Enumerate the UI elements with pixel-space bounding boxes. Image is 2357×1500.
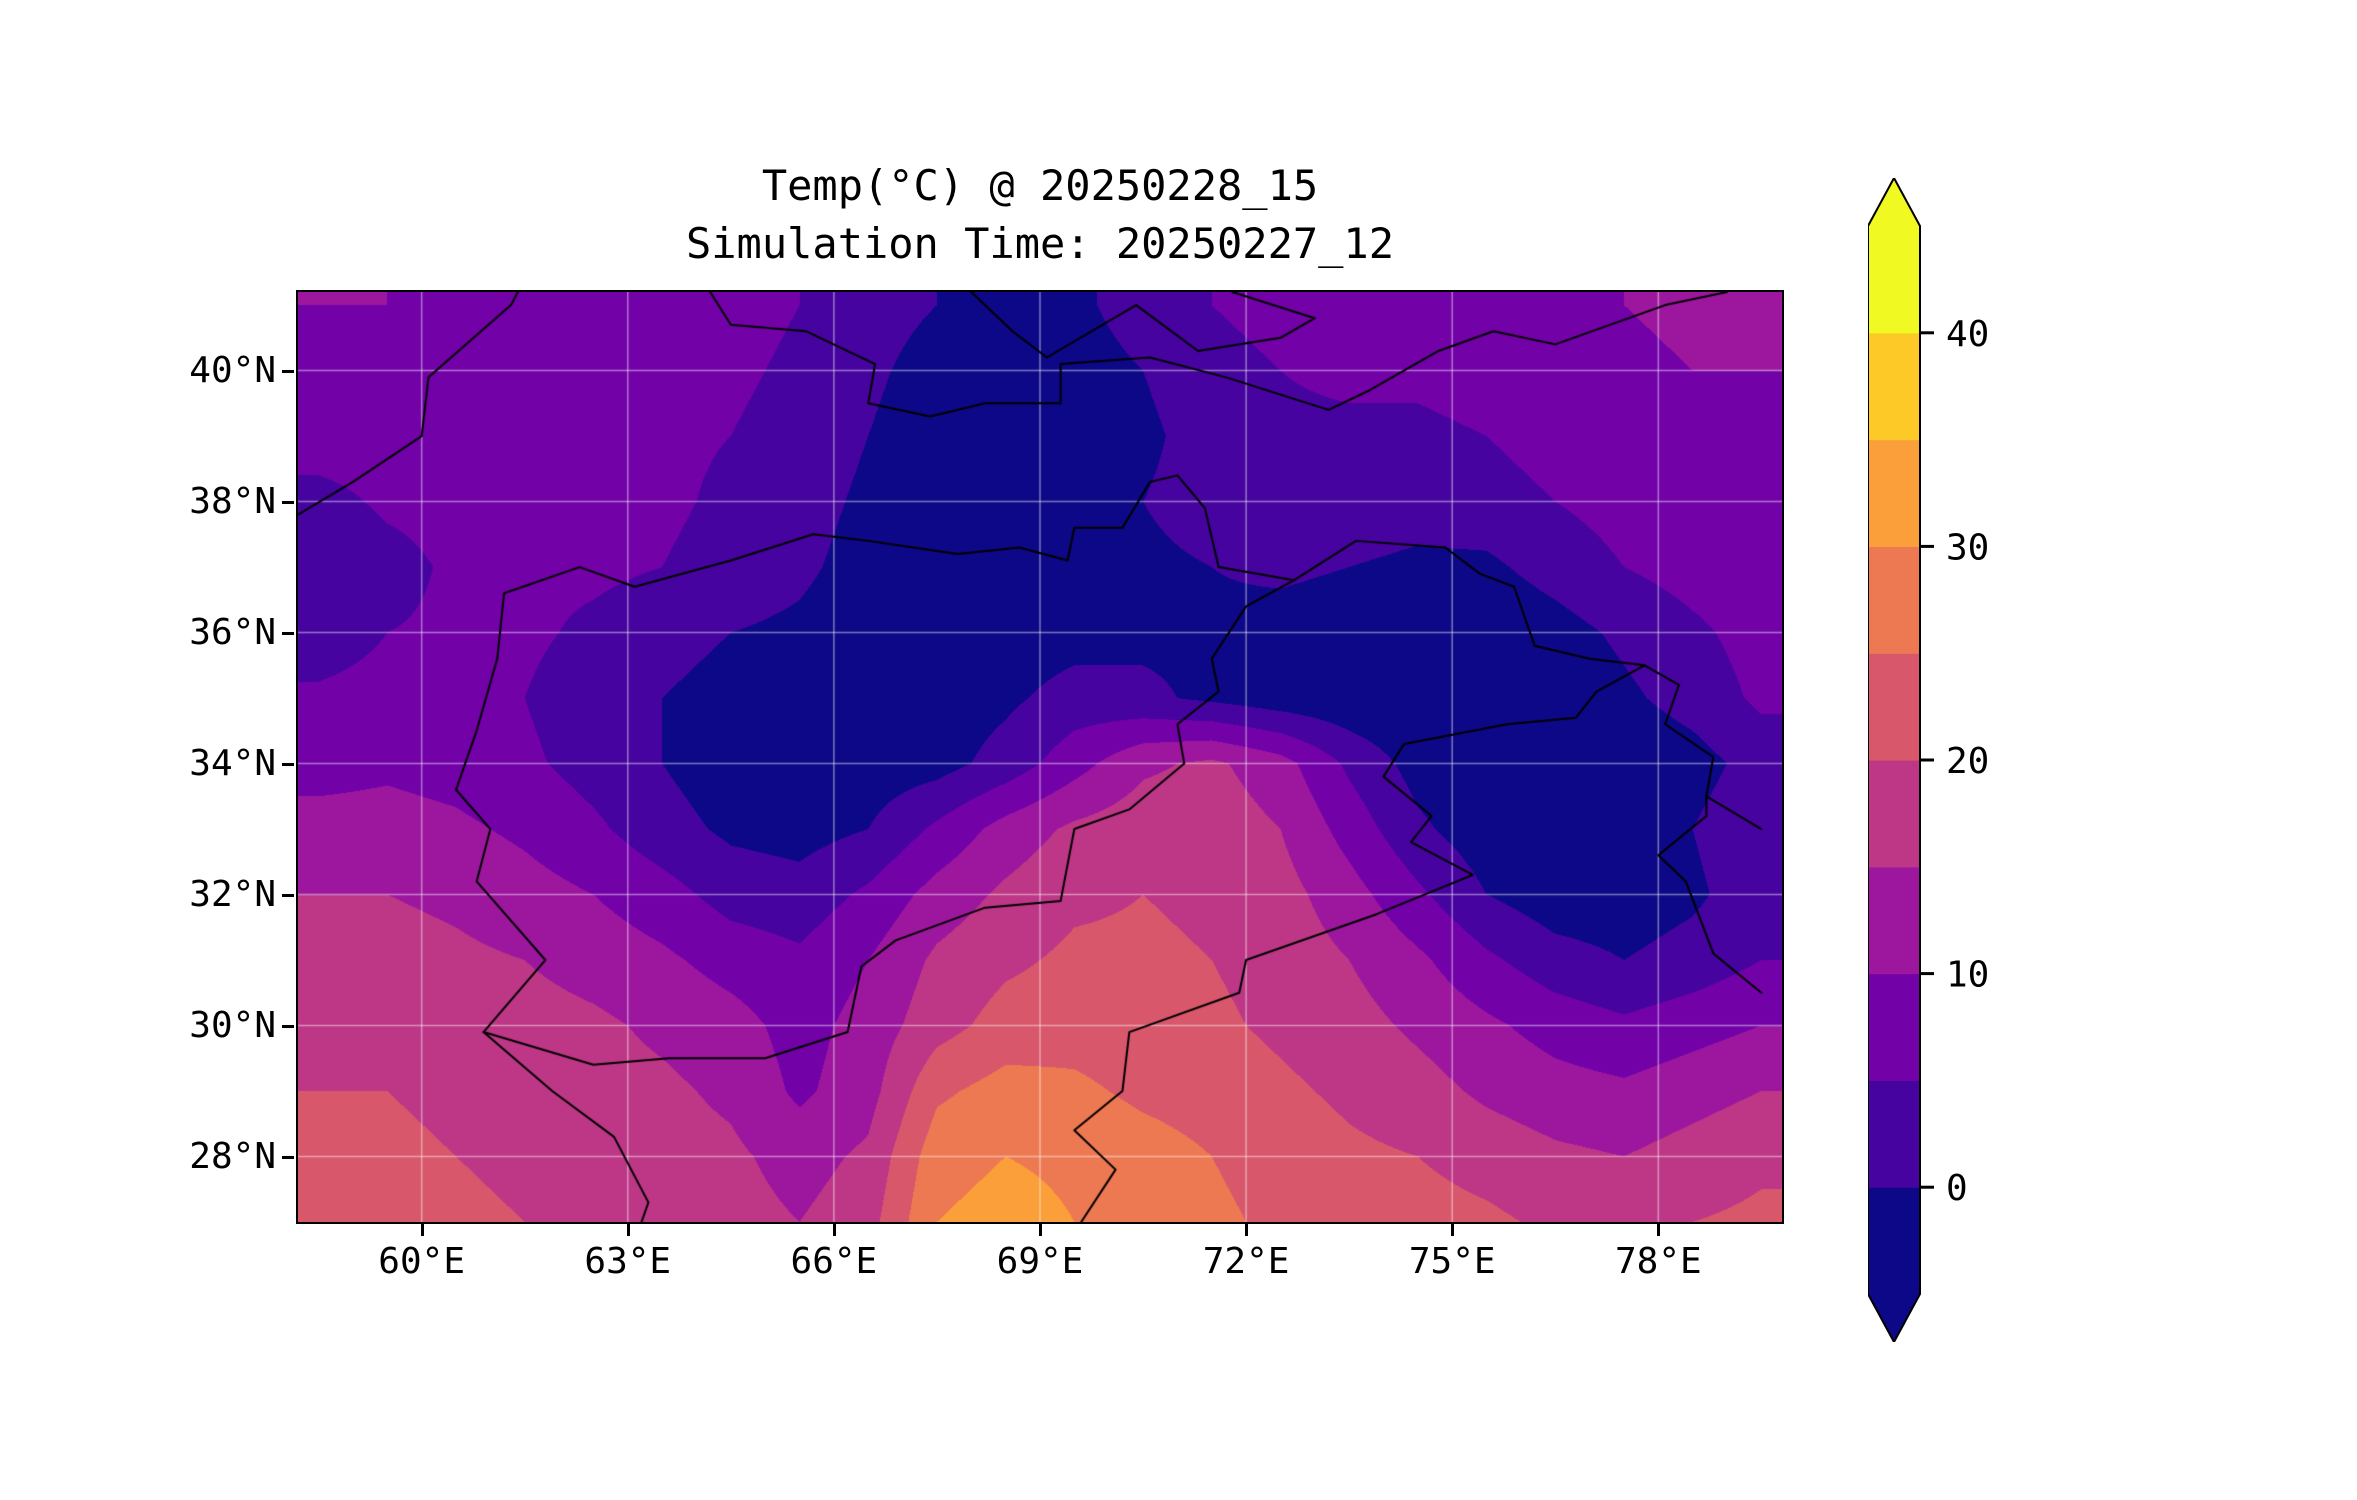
colorbar-outline	[1867, 175, 1921, 1345]
y-tick-label: 32°N	[189, 873, 276, 915]
y-tick-mark	[282, 1024, 294, 1028]
x-tick-label: 78°E	[1614, 1241, 1702, 1282]
chart-subtitle: Simulation Time: 20250227_12	[685, 219, 1394, 268]
colorbar-band	[1868, 760, 1920, 868]
colorbar-band	[1868, 226, 1920, 334]
x-tick-label: 63°E	[584, 1241, 672, 1282]
x-tick-mark	[832, 1224, 836, 1236]
colorbar-tick-label: 40	[1946, 314, 1989, 355]
x-tick-mark	[1657, 1224, 1661, 1236]
map-plot-area	[296, 290, 1784, 1224]
y-tick-label: 38°N	[189, 480, 276, 522]
colorbar-band	[1868, 1080, 1920, 1188]
x-tick-mark	[1245, 1224, 1249, 1236]
y-tick-label: 30°N	[189, 1004, 276, 1046]
x-tick-label: 75°E	[1408, 1241, 1496, 1282]
colorbar: 40 30 20 10 0	[1867, 175, 1989, 1345]
x-tick-label: 60°E	[378, 1241, 465, 1282]
colorbar-tick-label: 30	[1946, 527, 1989, 568]
y-tick-mark	[282, 762, 294, 766]
colorbar-tick-label: 10	[1946, 955, 1989, 996]
y-tick-mark	[282, 1155, 294, 1159]
colorbar-tick-label: 20	[1946, 741, 1989, 782]
colorbar-container: 40 30 20 10 0	[1867, 175, 2068, 1346]
colorbar-band	[1868, 866, 1920, 975]
y-tick-label: 34°N	[189, 742, 276, 784]
colorbar-band	[1868, 653, 1920, 761]
y-tick-label: 36°N	[189, 611, 276, 653]
colorbar-band	[1868, 439, 1920, 547]
colorbar-band	[1868, 973, 1920, 1081]
y-tick-mark	[282, 631, 294, 635]
y-tick-label: 28°N	[189, 1135, 276, 1177]
temperature-map-canvas	[298, 292, 1782, 1222]
y-tick-mark	[282, 369, 294, 373]
y-tick-mark	[282, 893, 294, 897]
colorbar-band	[1868, 332, 1920, 441]
x-tick-mark	[420, 1224, 424, 1236]
y-tick-label: 40°N	[189, 349, 276, 391]
x-tick-mark	[1451, 1224, 1455, 1236]
x-tick-label: 72°E	[1202, 1241, 1290, 1282]
x-tick-mark	[1039, 1224, 1042, 1236]
colorbar-tick-label: 0	[1946, 1168, 1968, 1209]
x-tick-mark	[626, 1224, 630, 1236]
colorbar-over-arrow	[1868, 178, 1920, 226]
y-tick-mark	[282, 500, 294, 504]
colorbar-under-arrow	[1868, 1294, 1920, 1342]
colorbar-band	[1868, 1187, 1920, 1295]
chart-title: Temp(°C) @ 20250228_15	[761, 161, 1319, 210]
colorbar-band	[1868, 546, 1920, 654]
x-tick-label: 69°E	[996, 1241, 1084, 1282]
x-tick-label: 66°E	[790, 1241, 878, 1282]
